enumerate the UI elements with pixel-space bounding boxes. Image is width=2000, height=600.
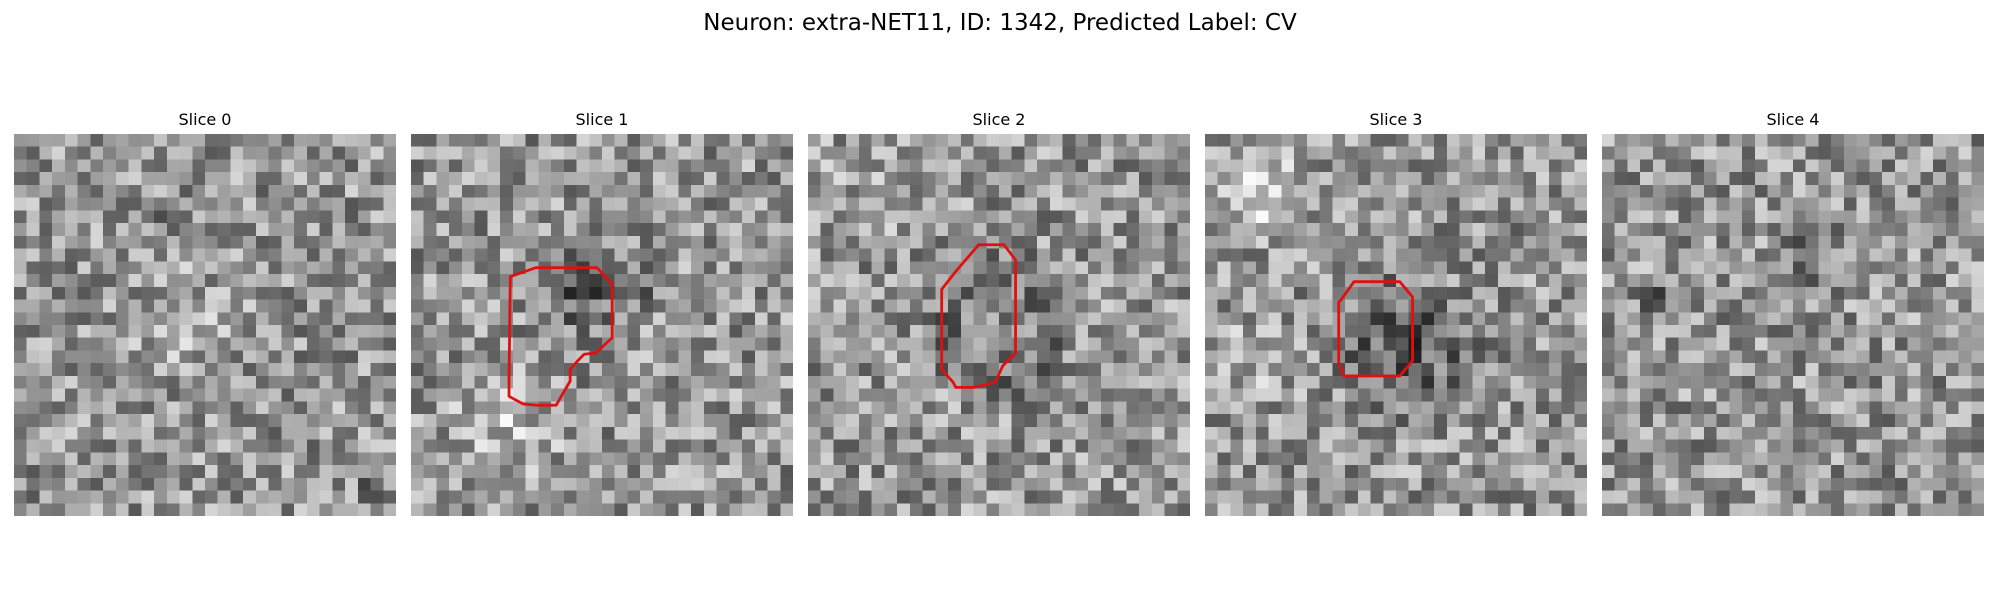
slice-panel-0: Slice 0 [14,108,396,518]
slice-title: Slice 0 [178,110,232,129]
slice-title: Slice 2 [972,110,1026,129]
roi-outline [507,266,614,407]
slice-panel-2: Slice 2 [808,108,1190,518]
roi-outline [1337,280,1414,378]
slice-panel-4: Slice 4 [1602,108,1984,518]
slice-panel-1: Slice 1 [411,108,793,518]
roi-outline [940,243,1017,389]
slice-title: Slice 4 [1766,110,1820,129]
slice-panel-3: Slice 3 [1205,108,1587,518]
slice-image-0 [14,134,396,516]
slice-image-2 [808,134,1190,516]
slice-image-1 [411,134,793,516]
slice-image-4 [1602,134,1984,516]
slice-image-3 [1205,134,1587,516]
slice-title: Slice 1 [575,110,629,129]
figure-title: Neuron: extra-NET11, ID: 1342, Predicted… [703,10,1297,36]
slice-title: Slice 3 [1369,110,1423,129]
